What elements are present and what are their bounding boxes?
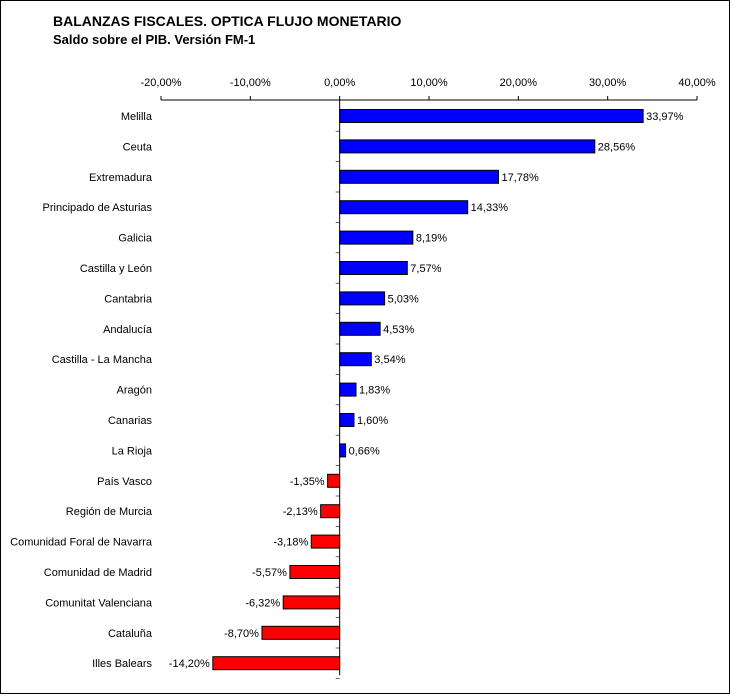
data-label: -1,35%	[290, 476, 325, 488]
data-label: -3,18%	[273, 537, 308, 549]
bar	[339, 382, 357, 397]
bar	[339, 321, 381, 336]
data-label: 1,60%	[357, 415, 388, 427]
data-label: -2,13%	[283, 506, 318, 518]
category-label: País Vasco	[97, 476, 152, 488]
category-label: Comunitat Valenciana	[45, 597, 153, 609]
x-tick-label: 20,00%	[500, 77, 538, 89]
bar	[261, 625, 341, 640]
category-label: La Rioja	[112, 445, 153, 457]
category-label: Región de Murcia	[66, 506, 153, 518]
category-label: Principado de Asturias	[43, 202, 153, 214]
bar	[339, 413, 355, 427]
category-label: Comunidad Foral de Navarra	[10, 537, 153, 549]
category-label: Andalucía	[103, 324, 153, 336]
data-label: 3,54%	[374, 354, 405, 366]
bar	[327, 473, 341, 488]
bar	[282, 595, 341, 610]
category-label: Melilla	[121, 111, 153, 123]
data-label: -5,57%	[252, 567, 287, 579]
bar	[339, 200, 469, 215]
data-label: 28,56%	[598, 141, 636, 153]
category-label: Comunidad de Madrid	[44, 567, 152, 579]
x-tick-label: 30,00%	[589, 77, 627, 89]
data-label: -14,20%	[169, 658, 210, 670]
category-label: Castilla - La Mancha	[52, 354, 153, 366]
x-tick-label: 0,00%	[324, 77, 355, 89]
data-label: 0,66%	[349, 445, 380, 457]
category-label: Ceuta	[123, 141, 153, 153]
chart-title: BALANZAS FISCALES. OPTICA FLUJO MONETARI…	[53, 13, 402, 29]
data-label: 7,57%	[410, 263, 441, 275]
category-label: Galicia	[118, 233, 153, 245]
bar	[339, 109, 644, 123]
bar	[339, 291, 386, 306]
data-label: 8,19%	[416, 233, 447, 245]
bar	[310, 534, 341, 549]
category-label: Castilla y León	[80, 263, 152, 275]
category-label: Cataluña	[108, 628, 153, 640]
bar	[339, 443, 347, 458]
x-tick-label: 10,00%	[410, 77, 448, 89]
bar	[339, 139, 596, 154]
category-label: Aragón	[117, 385, 152, 397]
data-label: 14,33%	[471, 202, 509, 214]
x-tick-label: -20,00%	[141, 77, 182, 89]
bar	[339, 261, 408, 275]
bar	[289, 565, 341, 579]
data-label: 17,78%	[502, 172, 540, 184]
category-label: Cantabria	[104, 293, 153, 305]
x-tick-label: 40,00%	[678, 77, 716, 89]
bar	[339, 230, 414, 245]
data-label: -8,70%	[224, 628, 259, 640]
category-label: Canarias	[108, 415, 153, 427]
data-label: 33,97%	[646, 111, 684, 123]
x-tick-label: -10,00%	[230, 77, 271, 89]
category-label: Extremadura	[89, 172, 153, 184]
category-label: Illes Balears	[92, 658, 152, 670]
data-label: 5,03%	[388, 293, 419, 305]
chart-subtitle: Saldo sobre el PIB. Versión FM-1	[53, 32, 256, 47]
bar	[320, 504, 341, 519]
data-label: 1,83%	[359, 385, 390, 397]
bar	[212, 656, 341, 671]
bar	[339, 352, 372, 367]
data-label: 4,53%	[383, 324, 414, 336]
data-label: -6,32%	[245, 597, 280, 609]
bar	[339, 169, 500, 184]
